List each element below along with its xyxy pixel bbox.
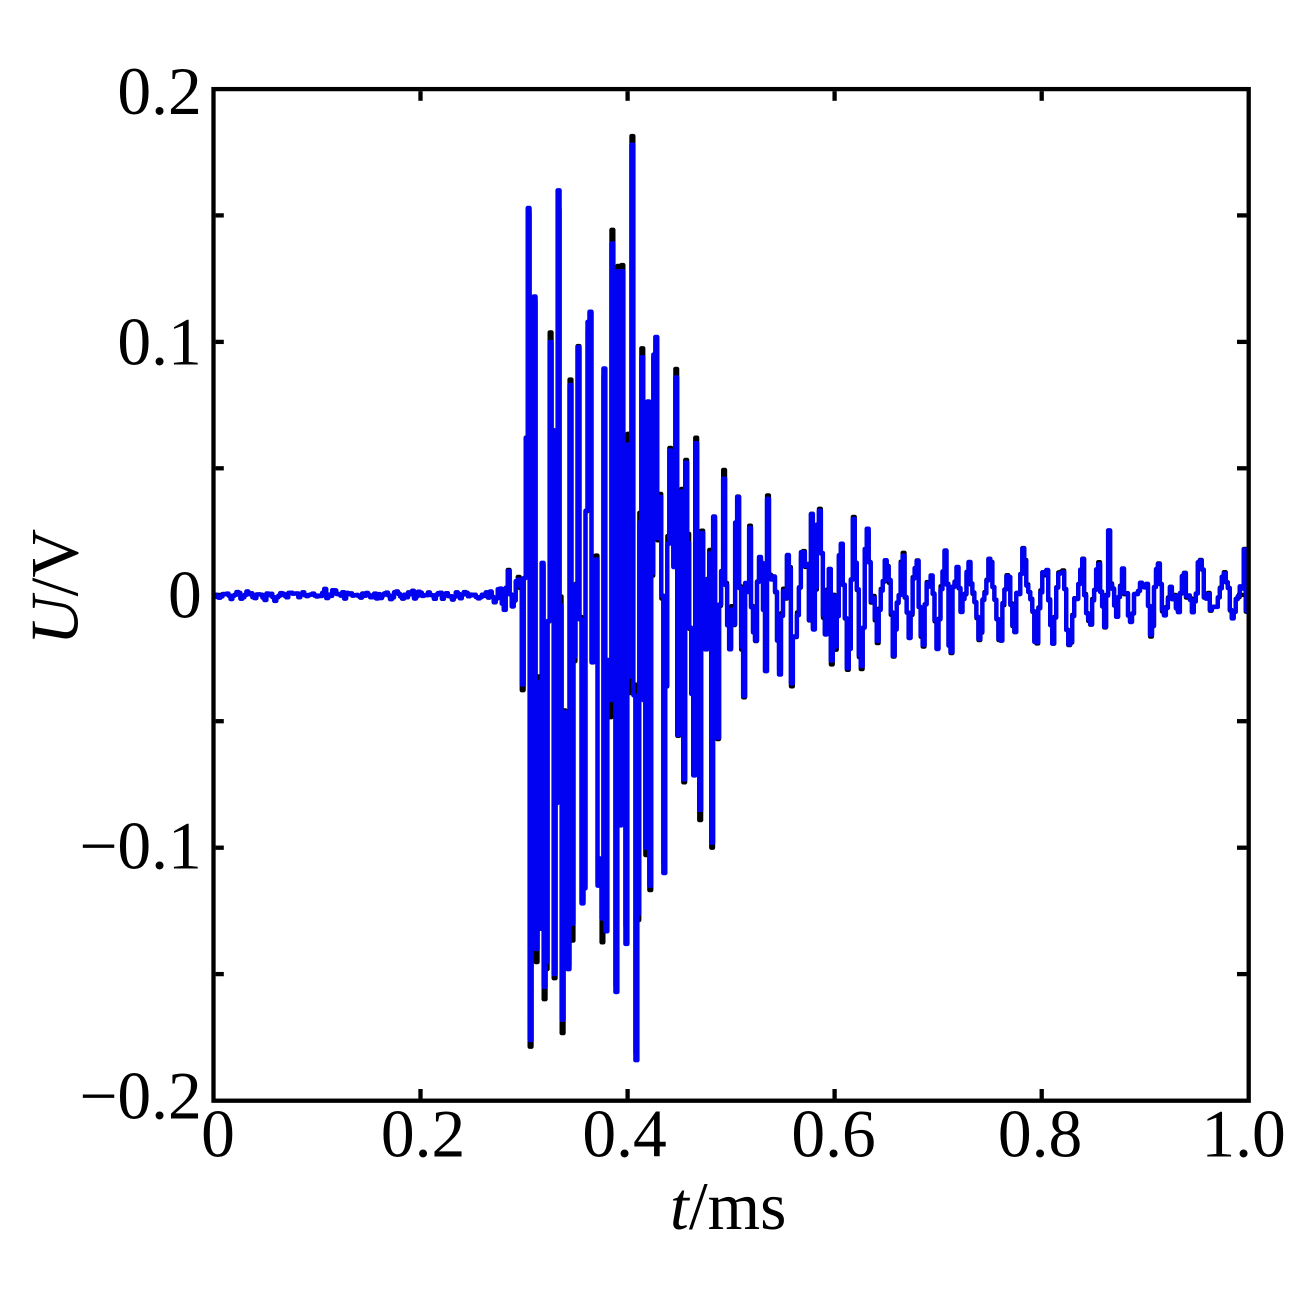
svg-text:1.0: 1.0 <box>1201 1097 1285 1172</box>
svg-text:0: 0 <box>201 1097 235 1172</box>
svg-text:−0.2: −0.2 <box>79 1059 201 1134</box>
svg-text:0.2: 0.2 <box>117 54 201 129</box>
svg-text:0.8: 0.8 <box>998 1097 1082 1172</box>
svg-text:0: 0 <box>168 557 202 632</box>
svg-text:−0.1: −0.1 <box>79 809 201 884</box>
svg-text:0.1: 0.1 <box>117 304 201 379</box>
svg-text:U/V: U/V <box>18 529 93 645</box>
svg-text:t/ms: t/ms <box>670 1169 786 1244</box>
svg-text:0.2: 0.2 <box>381 1097 465 1172</box>
svg-text:0.4: 0.4 <box>582 1097 666 1172</box>
svg-text:0.6: 0.6 <box>791 1097 875 1172</box>
